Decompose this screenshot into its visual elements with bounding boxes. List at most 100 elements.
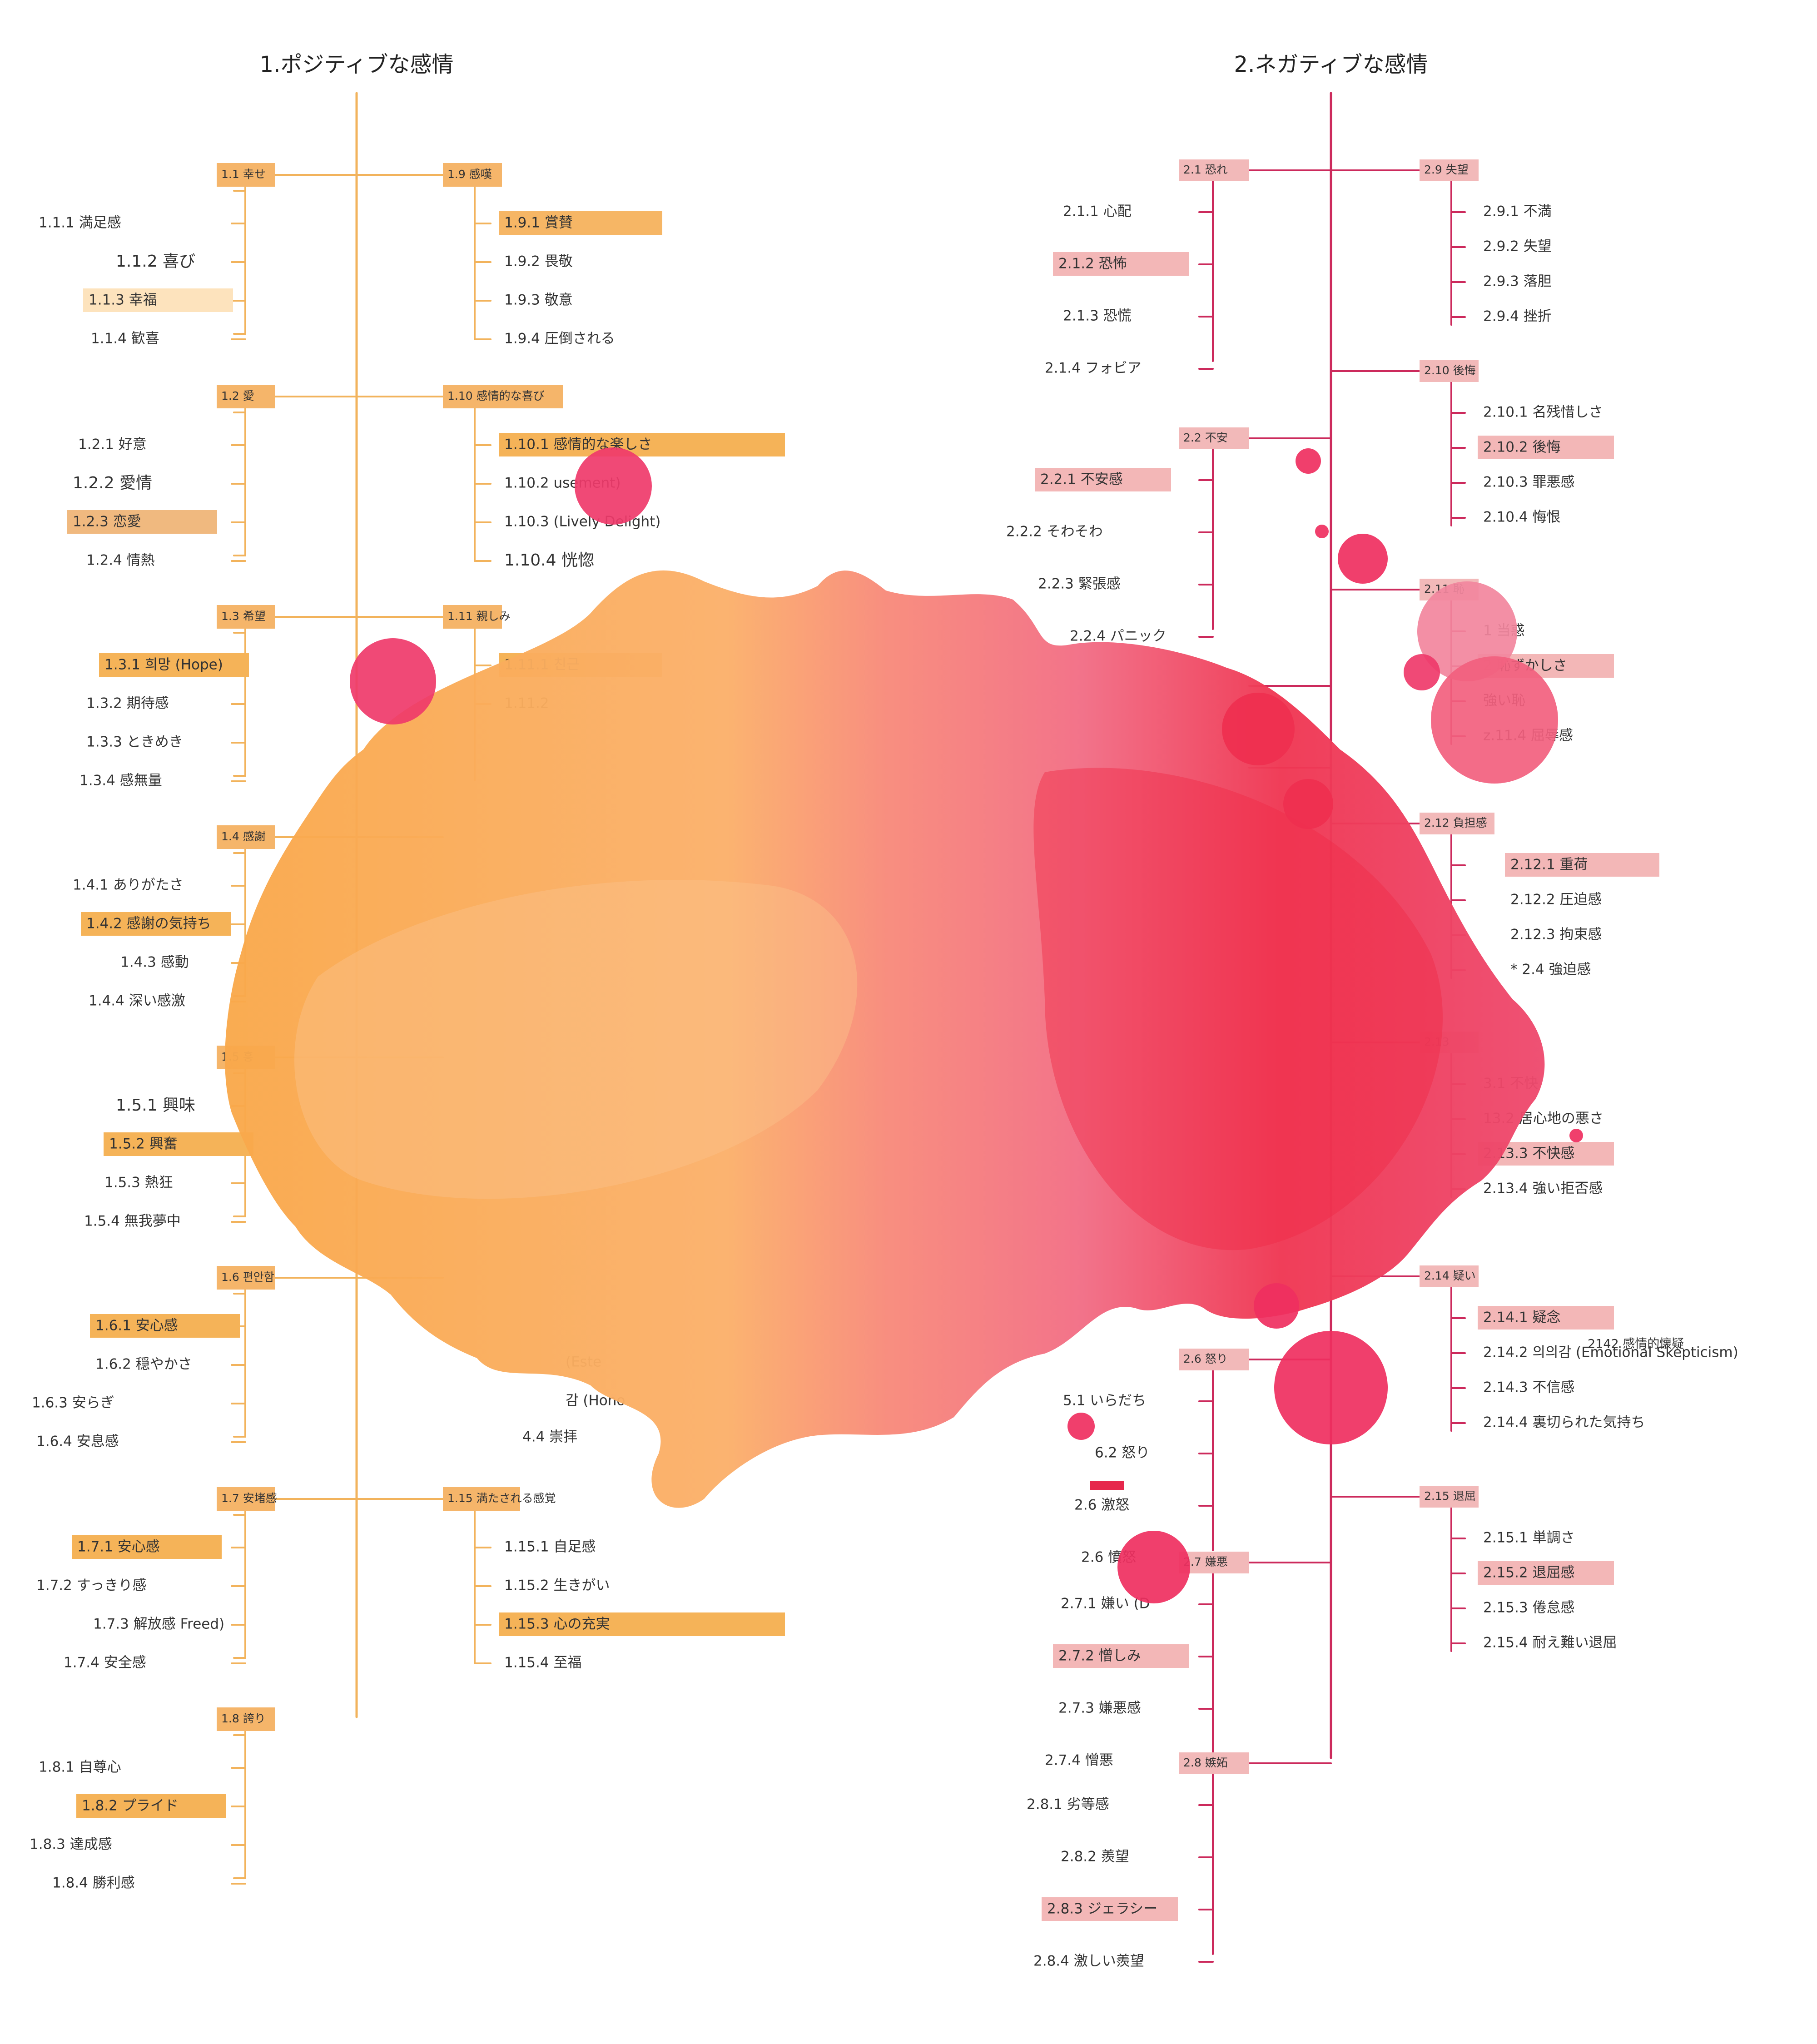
- negative-category-label: 2.1 恐れ: [1183, 163, 1228, 176]
- negative-item-label: 2.8.2 羨望: [1061, 1849, 1129, 1865]
- category-box: [217, 163, 275, 187]
- item-highlight: [1505, 853, 1659, 877]
- category-box: [217, 825, 275, 849]
- item-highlight: [1478, 1561, 1614, 1585]
- paint-splatter: [1274, 1331, 1388, 1444]
- category-box: [1179, 159, 1249, 181]
- category-box: [1179, 1752, 1249, 1774]
- fragment-label: 2142 感情的懐疑: [1588, 1337, 1684, 1351]
- item-highlight: [67, 510, 217, 534]
- positive-item-label: 1.10.4 恍惚: [504, 551, 594, 570]
- item-highlight: [1478, 436, 1614, 459]
- negative-item-label: 2.8.3 ジェラシー: [1047, 1901, 1157, 1917]
- paint-splatter: [1338, 534, 1388, 584]
- item-highlight: [1053, 1644, 1189, 1668]
- category-box: [443, 163, 502, 187]
- positive-category-label: 1.1 幸せ: [221, 168, 266, 181]
- negative-item-label: 2.10.1 名残惜しさ: [1483, 404, 1603, 421]
- category-box: [1420, 1265, 1479, 1287]
- negative-item-label: 2.8.4 激しい羨望: [1033, 1953, 1144, 1970]
- paint-splatter: [1117, 1531, 1190, 1603]
- positive-item-label: 1.6.3 安らぎ: [32, 1395, 114, 1411]
- negative-item-label: 2.2.3 緊張感: [1038, 576, 1121, 592]
- positive-item-label: 1.8.3 達成感: [30, 1836, 112, 1853]
- category-box: [1420, 159, 1479, 181]
- positive-item-label: 1.2.1 好意: [78, 437, 147, 453]
- positive-category-label: 1.11 親しみ: [447, 610, 511, 623]
- positive-item-label: 1.5.1 興味: [116, 1096, 195, 1115]
- positive-item-label: 1.3.4 感無量: [79, 773, 162, 789]
- positive-item-label: 1.15.1 自足感: [504, 1539, 596, 1555]
- positive-item-label: 1.15.3 心の充実: [504, 1616, 610, 1632]
- positive-item-label: 1.5.2 興奮: [109, 1136, 178, 1152]
- positive-category-label: 1.6 편안함: [221, 1270, 274, 1284]
- negative-item-label: 6.2 怒り: [1095, 1445, 1150, 1461]
- positive-item-label: 1.10.1 感情的な楽しさ: [504, 437, 652, 453]
- positive-item-label: 1.6.2 穏やかさ: [95, 1356, 192, 1373]
- negative-category-label: 2.7 嫌悪: [1183, 1555, 1228, 1568]
- positive-item-label: 1.9.4 圧倒される: [504, 331, 615, 347]
- negative-category-label: 2.14 疑い: [1424, 1269, 1476, 1282]
- negative-category-label: 2.15 退屈: [1424, 1489, 1476, 1503]
- positive-item-label: 1.7.3 解放感 Freed): [93, 1616, 224, 1632]
- positive-item-label: 1.4.1 ありがたさ: [73, 877, 184, 893]
- positive-item-label: 1.4.2 感謝の気持ち: [86, 916, 211, 932]
- positive-item-label: 1.7.4 安全感: [64, 1655, 146, 1671]
- negative-category-label: 2.10 後悔: [1424, 364, 1476, 377]
- negative-item-label: 2.10.4 悔恨: [1483, 509, 1560, 526]
- paint-streak: [1090, 1481, 1124, 1490]
- negative-item-label: 2.12.1 重荷: [1510, 857, 1588, 873]
- paint-splatter: [1222, 693, 1295, 765]
- positive-item-label: 1.7.1 安心感: [77, 1539, 160, 1555]
- category-box: [1420, 813, 1494, 834]
- paint-splatter: [1569, 1129, 1583, 1142]
- positive-category-label: 1.2 愛: [221, 389, 254, 402]
- category-box: [217, 605, 275, 629]
- paint-splatter: [1296, 448, 1321, 474]
- negative-item-label: * 2.4 強迫感: [1510, 962, 1591, 978]
- paint-splatter: [1417, 581, 1517, 681]
- negative-item-label: 2.2.1 不安感: [1040, 471, 1123, 488]
- negative-item-label: 2.13.4 強い拒否感: [1483, 1181, 1603, 1197]
- positive-category-label: 1.10 感情的な喜び: [447, 389, 545, 402]
- item-highlight: [72, 1535, 222, 1559]
- negative-item-label: 2.15.3 倦怠感: [1483, 1600, 1574, 1616]
- category-box: [443, 1487, 520, 1511]
- negative-item-label: 2.1.1 心配: [1063, 203, 1132, 220]
- item-highlight: [1478, 1306, 1614, 1330]
- item-highlight: [499, 1612, 785, 1636]
- negative-item-label: 2.9.2 失望: [1483, 238, 1552, 255]
- positive-item-label: 1.9.1 賞賛: [504, 215, 573, 231]
- negative-category-label: 2.8 嫉妬: [1183, 1756, 1228, 1769]
- negative-item-label: 2.1.2 恐怖: [1058, 256, 1127, 272]
- negative-item-label: 2.2.4 パニック: [1070, 628, 1167, 645]
- positive-item-label: 1.1.2 喜び: [116, 252, 195, 271]
- negative-category-label: 2.12 負担感: [1424, 816, 1487, 829]
- positive-item-label: 1.2.3 恋愛: [73, 514, 141, 530]
- negative-item-label: 2.2.2 そわそわ: [1006, 524, 1103, 540]
- item-highlight: [81, 912, 231, 936]
- positive-item-label: 1.9.3 敬意: [504, 292, 573, 308]
- negative-category-label: 2.9 失望: [1424, 163, 1469, 176]
- positive-item-label: 1.1.1 満足感: [39, 215, 121, 231]
- positive-item-label: 1.8.1 自尊心: [39, 1759, 121, 1776]
- negative-item-label: 2.15.2 退屈感: [1483, 1565, 1574, 1581]
- positive-category-label: 1.8 誇り: [221, 1712, 266, 1725]
- negative-title: 2.ネガティブな感情: [1234, 52, 1428, 77]
- positive-category-label: 1.9 感嘆: [447, 168, 492, 181]
- positive-item-label: 1.3.3 ときめき: [86, 734, 183, 750]
- positive-item-label: 1.5.3 熱狂: [104, 1175, 173, 1191]
- positive-item-label: 1.8.2 プライド: [82, 1798, 179, 1814]
- category-box: [1179, 427, 1249, 449]
- negative-item-label: 2.6 激怒: [1074, 1497, 1129, 1513]
- negative-category-label: 2.2 不安: [1183, 431, 1228, 444]
- positive-title: 1.ポジティブな感情: [260, 52, 454, 77]
- negative-item-label: 2.9.3 落胆: [1483, 273, 1552, 290]
- item-highlight: [499, 211, 662, 235]
- paint-splatter: [350, 638, 436, 724]
- negative-item-label: 2.14.1 疑念: [1483, 1310, 1560, 1326]
- positive-item-label: 1.3.2 期待感: [86, 695, 169, 712]
- negative-item-label: 2.7.4 憎悪: [1045, 1752, 1113, 1769]
- category-box: [1179, 1349, 1249, 1370]
